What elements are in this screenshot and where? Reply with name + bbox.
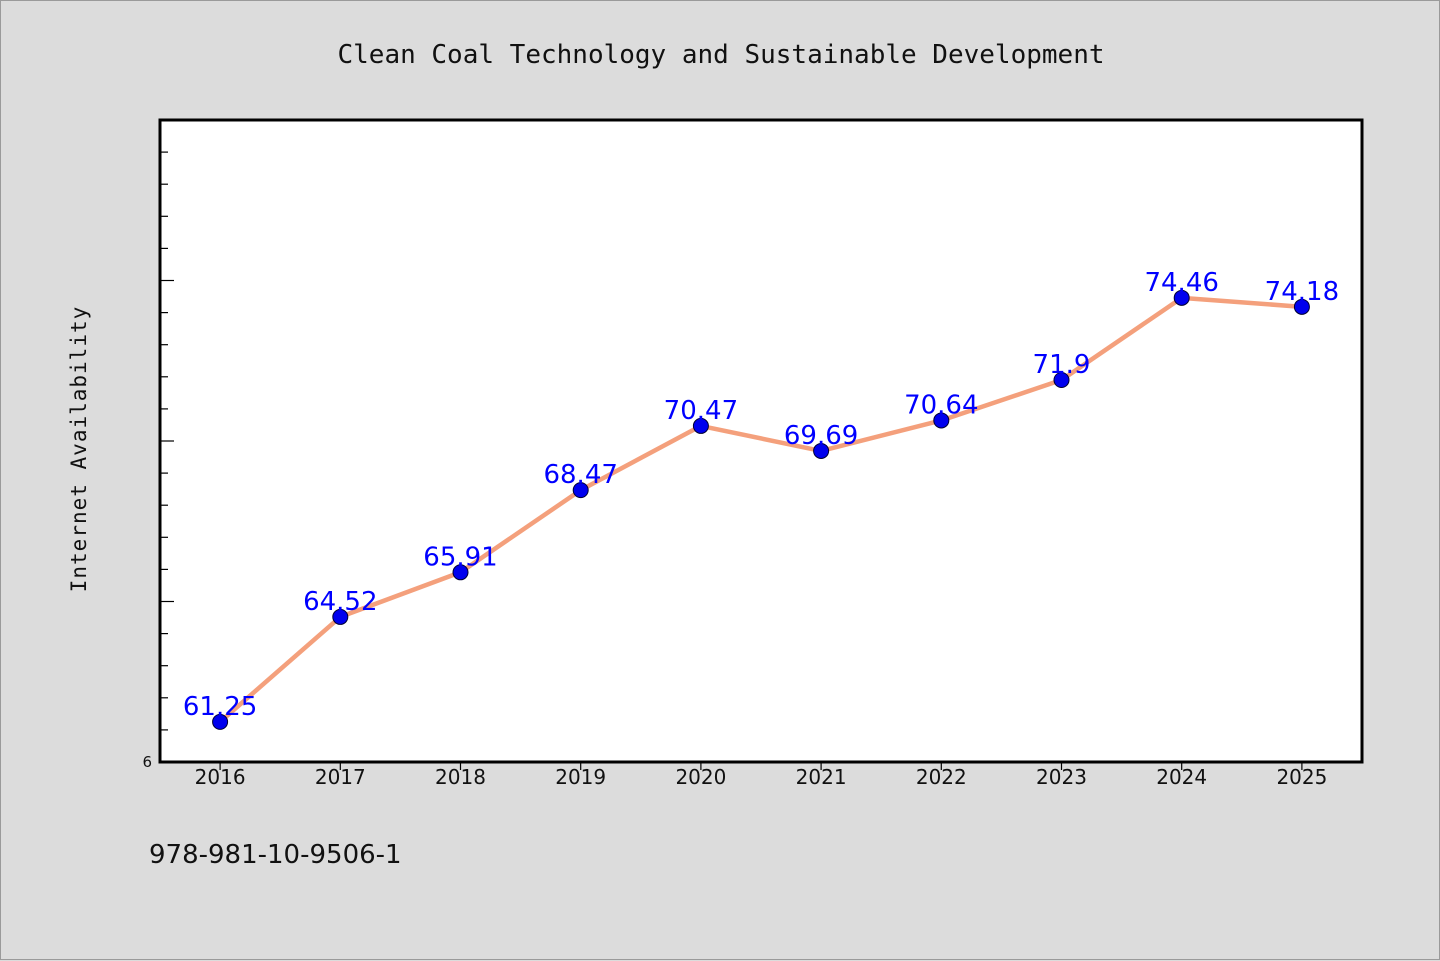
data-point-marker bbox=[1053, 372, 1070, 389]
data-point-marker bbox=[212, 713, 229, 730]
series-layer bbox=[212, 289, 1310, 730]
data-label: 65.91 bbox=[423, 542, 497, 572]
series-line bbox=[217, 295, 1305, 725]
x-tick-label: 2019 bbox=[555, 765, 606, 789]
data-point-marker bbox=[933, 412, 950, 429]
data-label: 64.52 bbox=[303, 587, 377, 617]
data-label: 74.18 bbox=[1265, 277, 1339, 307]
data-label: 70.47 bbox=[664, 396, 738, 426]
x-tick-label: 2024 bbox=[1156, 765, 1207, 789]
x-tick-label: 2023 bbox=[1036, 765, 1087, 789]
data-point-marker bbox=[1173, 289, 1190, 306]
data-label: 71.9 bbox=[1033, 350, 1091, 380]
x-tick-labels: 2016 2017 2018 2019 2020 2021 2022 2023 2024 2025 bbox=[195, 765, 1328, 789]
data-label: 69.69 bbox=[784, 421, 858, 451]
x-tick-label: 2021 bbox=[796, 765, 847, 789]
data-labels: 61.25 64.52 65.91 68.47 70.47 69.69 70.64 71.9 7… bbox=[183, 268, 1339, 722]
data-point-marker bbox=[813, 442, 830, 459]
data-point-marker bbox=[692, 417, 709, 434]
chart-title: Clean Coal Technology and Sustainable De… bbox=[337, 40, 1104, 70]
x-tick-label: 2025 bbox=[1276, 765, 1327, 789]
y-axis-label: Internet Availability bbox=[67, 306, 91, 593]
data-point-marker bbox=[1293, 298, 1310, 315]
plot-area bbox=[158, 118, 1364, 764]
x-tick-label: 2020 bbox=[675, 765, 726, 789]
x-tick-label: 2018 bbox=[435, 765, 486, 789]
axis-ticks bbox=[160, 151, 1303, 770]
data-point-marker bbox=[332, 608, 349, 625]
data-label: 68.47 bbox=[543, 460, 617, 490]
footnote-isbn: 978-981-10-9506-1 bbox=[149, 840, 402, 870]
y-tick-label: 6 bbox=[142, 753, 152, 771]
x-tick-label: 2017 bbox=[315, 765, 366, 789]
x-tick-label: 2022 bbox=[916, 765, 967, 789]
x-tick-label: 2016 bbox=[195, 765, 246, 789]
data-label: 74.46 bbox=[1144, 268, 1218, 298]
data-point-marker bbox=[572, 482, 589, 499]
data-label: 70.64 bbox=[904, 390, 978, 420]
data-point-marker bbox=[452, 564, 469, 581]
data-label: 61.25 bbox=[183, 692, 257, 722]
y-tick-labels: 6 bbox=[142, 753, 152, 771]
